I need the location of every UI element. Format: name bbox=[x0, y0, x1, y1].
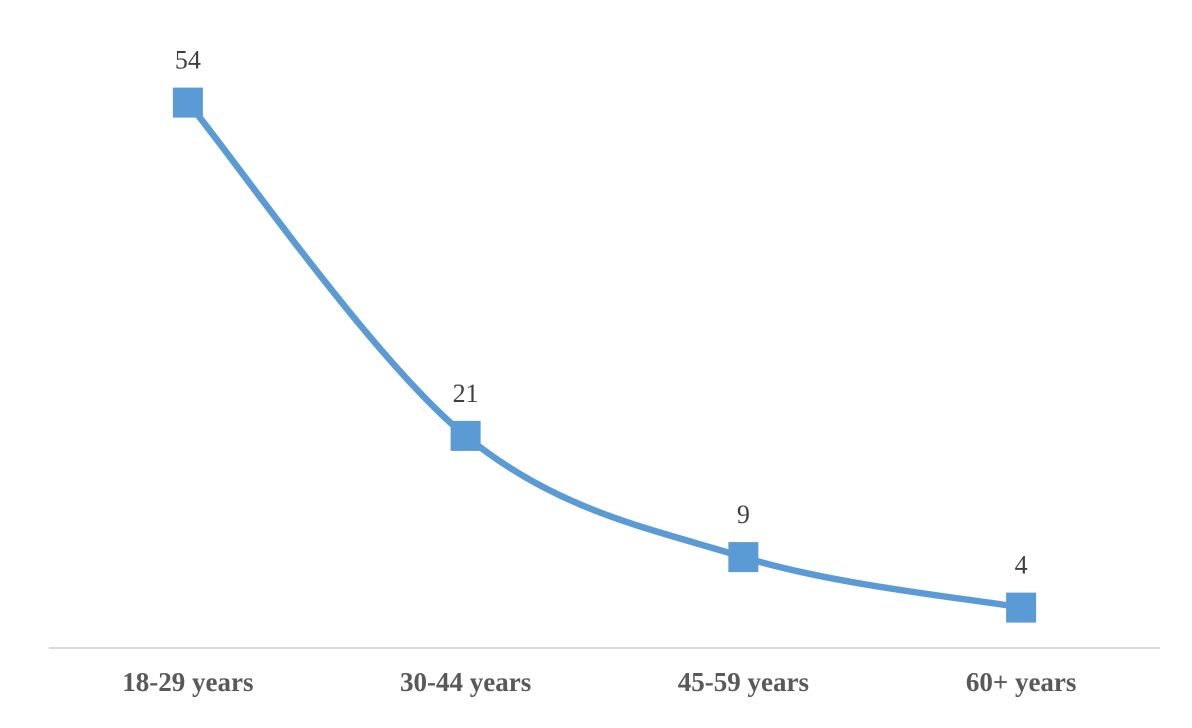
data-label: 9 bbox=[737, 500, 750, 529]
x-axis-label: 18-29 years bbox=[122, 667, 253, 697]
data-label: 4 bbox=[1015, 551, 1028, 580]
x-axis-label: 60+ years bbox=[966, 667, 1077, 697]
data-point-marker bbox=[728, 542, 759, 573]
data-point-marker bbox=[1006, 592, 1037, 623]
data-point-marker bbox=[450, 420, 481, 451]
data-label: 21 bbox=[453, 379, 479, 408]
data-point-marker bbox=[172, 87, 203, 118]
x-axis-label: 30-44 years bbox=[400, 667, 531, 697]
data-label: 54 bbox=[175, 46, 201, 75]
x-axis-label: 45-59 years bbox=[678, 667, 809, 697]
series-line bbox=[184, 99, 1025, 611]
